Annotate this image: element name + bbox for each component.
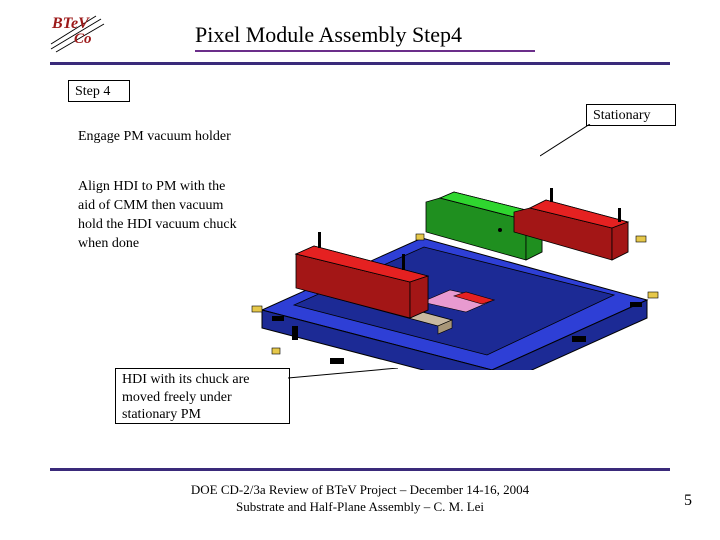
logo-text-line1: BTeV — [52, 16, 92, 32]
footer-rule — [50, 468, 670, 471]
assembly-diagram — [232, 130, 672, 370]
hdi-note-box: HDI with its chuck are moved freely unde… — [115, 368, 290, 424]
stationary-label-box: Stationary — [586, 104, 676, 126]
header-rule — [50, 62, 670, 65]
slide-header: BTeV Co Pixel Module Assembly Step4 — [0, 8, 720, 58]
title-underline — [195, 50, 535, 52]
align-instruction: Align HDI to PM with the aid of CMM then… — [78, 178, 238, 254]
footer-line1: DOE CD-2/3a Review of BTeV Project – Dec… — [0, 482, 720, 499]
logo-text-line2: Co — [52, 32, 92, 47]
engage-instruction: Engage PM vacuum holder — [78, 128, 238, 146]
footer-text: DOE CD-2/3a Review of BTeV Project – Dec… — [0, 482, 720, 516]
page-title: Pixel Module Assembly Step4 — [195, 22, 462, 48]
footer-line2: Substrate and Half-Plane Assembly – C. M… — [0, 499, 720, 516]
logo: BTeV Co — [52, 16, 92, 47]
leader-hdi — [288, 368, 488, 408]
step-label-box: Step 4 — [68, 80, 130, 102]
page-number: 5 — [684, 492, 692, 510]
